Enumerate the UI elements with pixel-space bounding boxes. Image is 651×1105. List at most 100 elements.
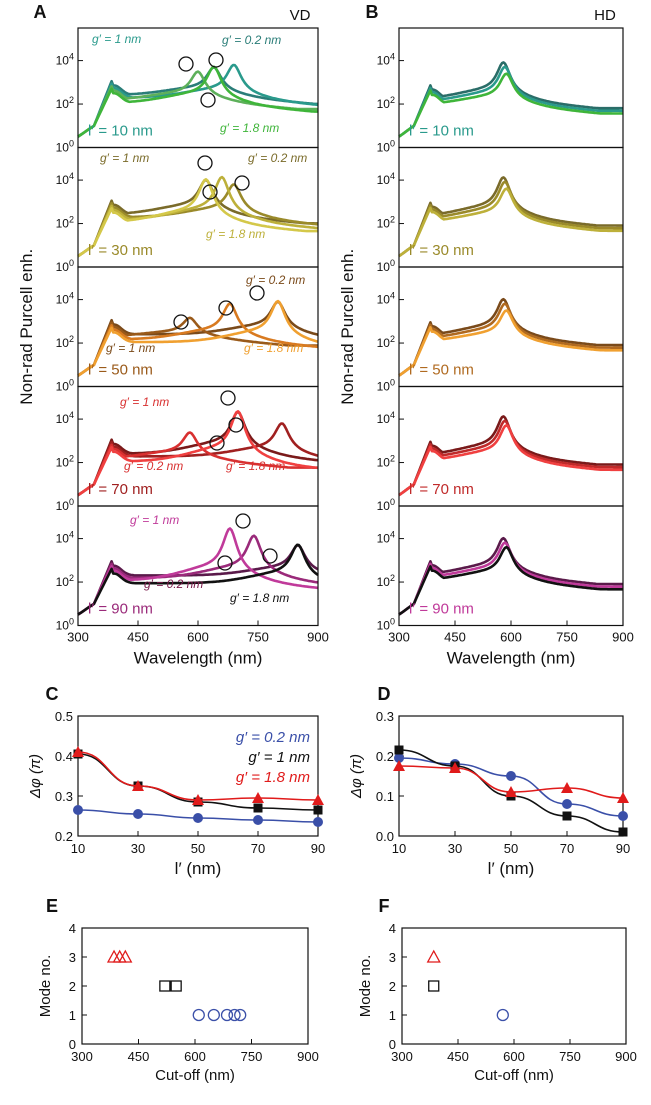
y-tick-label: 102 [56, 334, 74, 350]
y-axis-label: Mode no. [357, 955, 374, 1018]
x-tick-label: 450 [128, 1049, 150, 1064]
y-axis-label: Δφ (π) [348, 754, 365, 799]
y-tick-label: 1 [69, 1008, 76, 1023]
series-annotation: g′ = 1.8 nm [206, 227, 265, 241]
y-tick-label: 104 [56, 530, 74, 546]
x-tick-label: 900 [297, 1049, 319, 1064]
cutoff-point-circle [192, 1008, 205, 1022]
x-tick-label: 600 [187, 630, 209, 645]
series-annotation: g′ = 0.2 nm [246, 273, 305, 287]
x-tick-label: 750 [247, 630, 269, 645]
panel-label-f: F [379, 896, 390, 916]
phase-panel-c: 0.2 0.3 0.4 0.5 10 30 50 70 90 Δφ (π) l′ (nm) g′ = … [27, 709, 325, 878]
x-axis-label: l′ (nm) [488, 859, 535, 878]
sublabel-l-prime: l′ = 90 nm [88, 601, 153, 618]
series-annotation: g′ = 1.8 nm [220, 121, 279, 135]
x-tick-label: 10 [392, 841, 406, 856]
spectrum-line [77, 543, 319, 616]
cutoff-point-triangle [426, 949, 441, 963]
y-tick-label: 2 [389, 979, 396, 994]
x-tick-label: 50 [191, 841, 205, 856]
sublabel-l-prime: l′ = 10 nm [88, 123, 153, 140]
series-annotation: g′ = 0.2 nm [144, 577, 203, 591]
data-point-triangle [72, 746, 84, 757]
data-point-triangle [561, 782, 573, 793]
peak-marker-circle [235, 513, 251, 529]
peak-marker-circle [173, 314, 189, 330]
series-annotation: g′ = 1 nm [130, 513, 179, 527]
y-tick-label: 0.4 [55, 749, 73, 764]
y-tick-label: 104 [377, 291, 395, 307]
data-point-square [313, 805, 323, 815]
y-tick-label: 100 [377, 617, 395, 633]
data-point-triangle [393, 760, 405, 771]
y-tick-label: 104 [377, 171, 395, 187]
spectra-panel-a: 100 102 104 l′ = 10 nm 100 102 104 l′ = 30 nm 10… [17, 7, 329, 668]
y-axis-label: Non-rad Purcell enh. [338, 249, 357, 405]
x-tick-label: 300 [391, 1049, 413, 1064]
spectrum-line [398, 545, 623, 616]
y-tick-label: 102 [56, 95, 74, 111]
cutoff-point-square [170, 980, 182, 992]
data-point-circle [73, 805, 83, 815]
spectrum-line [77, 422, 319, 497]
y-tick-label: 104 [56, 52, 74, 68]
peak-marker-circle [217, 555, 233, 571]
data-point-circle [394, 753, 404, 763]
series-annotation: g′ = 1.8 nm [244, 341, 303, 355]
data-point-triangle [252, 792, 264, 803]
y-tick-label: 0.0 [376, 829, 394, 844]
spectrum-line [398, 187, 623, 258]
x-tick-label: 30 [448, 841, 462, 856]
x-tick-label: 10 [71, 841, 85, 856]
series-annotation: g′ = 1 nm [92, 32, 141, 46]
cutoff-point-circle [496, 1008, 509, 1022]
x-tick-label: 90 [311, 841, 325, 856]
data-point-square [394, 745, 404, 755]
y-tick-label: 104 [377, 52, 395, 68]
y-axis-label: Δφ (π) [27, 754, 44, 799]
y-tick-label: 3 [69, 950, 76, 965]
cutoff-point-circle [234, 1008, 247, 1022]
phase-panel-d: 0.0 0.1 0.2 0.3 10 30 50 70 90 Δφ (π) l′ (nm) [348, 709, 630, 878]
peak-marker-circle [262, 548, 278, 564]
series-annotation: g′ = 1.8 nm [230, 591, 289, 605]
peak-marker-circle [220, 390, 236, 406]
x-tick-label: 450 [447, 1049, 469, 1064]
data-point-triangle [132, 780, 144, 791]
panel-label-b: B [366, 2, 379, 22]
y-tick-label: 102 [377, 454, 395, 470]
sublabel-l-prime: l′ = 30 nm [409, 242, 474, 259]
panel-label-c: C [46, 684, 59, 704]
spectrum-line [77, 299, 319, 377]
sublabel-l-prime: l′ = 50 nm [88, 362, 153, 379]
peak-marker-circle [208, 52, 224, 68]
spectrum-line [77, 316, 318, 377]
x-tick-label: 750 [241, 1049, 263, 1064]
y-tick-label: 104 [377, 410, 395, 426]
cutoff-point-circle [207, 1008, 220, 1022]
series-annotation: g′ = 1 nm [106, 341, 155, 355]
sublabel-l-prime: l′ = 90 nm [409, 601, 474, 618]
legend-entry: g′ = 0.2 nm [236, 729, 310, 746]
y-tick-label: 100 [377, 497, 395, 513]
mode-panel-e: 0 1 2 3 4 300 450 600 750 900 Mode no. Cut-off (nm) [37, 921, 319, 1084]
spectrum-line [398, 424, 623, 497]
data-point-square [618, 827, 628, 837]
y-tick-label: 100 [56, 139, 74, 155]
peak-marker-circle [178, 56, 194, 72]
x-tick-label: 900 [307, 630, 329, 645]
x-axis-label: Wavelength (nm) [447, 649, 576, 668]
y-tick-label: 100 [377, 139, 395, 155]
peak-marker-circle [249, 285, 265, 301]
plot-frame [81, 927, 309, 1045]
y-tick-label: 4 [389, 921, 396, 936]
y-tick-label: 102 [377, 334, 395, 350]
plot-frame [401, 927, 627, 1045]
y-tick-label: 100 [56, 617, 74, 633]
panel-label-a: A [34, 2, 47, 22]
spectrum-line [77, 65, 318, 138]
y-tick-label: 2 [69, 979, 76, 994]
data-point-triangle [449, 762, 461, 773]
